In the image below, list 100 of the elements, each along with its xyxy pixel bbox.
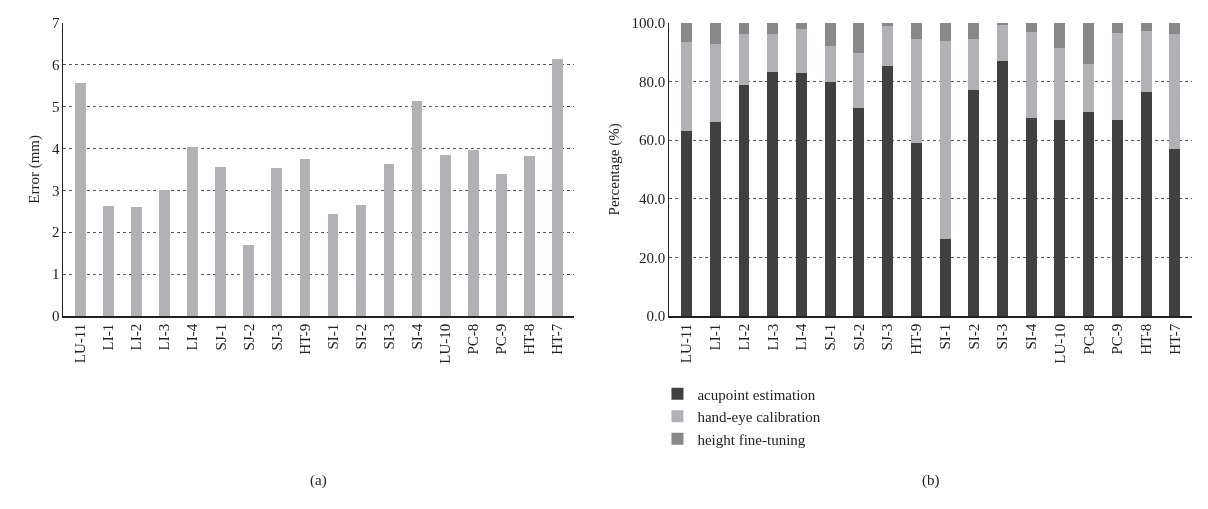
x-tick-label: SI-2 xyxy=(965,323,982,350)
bar xyxy=(681,41,693,131)
y-tick-label: 2 xyxy=(51,224,60,241)
bar xyxy=(853,22,865,53)
bar xyxy=(910,22,922,39)
bar xyxy=(796,22,807,29)
y-tick-label: 4 xyxy=(51,140,60,157)
bar xyxy=(767,71,779,316)
bar xyxy=(1111,22,1123,34)
x-tick-label: LI-3 xyxy=(156,323,173,351)
x-tick-label: SJ-1 xyxy=(212,323,229,351)
x-tick-label: SI-1 xyxy=(324,323,341,350)
x-tick-label: PC-9 xyxy=(1109,323,1126,355)
x-tick-label: PC-9 xyxy=(493,323,510,355)
x-tick-label: SJ-2 xyxy=(850,323,867,351)
bar xyxy=(968,39,980,90)
y-tick-label: 40.0 xyxy=(639,190,666,207)
y-tick-label: 0.0 xyxy=(646,308,666,325)
x-tick-label: SI-1 xyxy=(936,323,953,350)
x-tick-label: HT-9 xyxy=(296,323,313,355)
x-tick-label: SI-3 xyxy=(380,323,397,350)
y-tick-label: 80.0 xyxy=(639,73,666,90)
bar xyxy=(1054,120,1066,316)
x-tick-label: HT-8 xyxy=(521,323,538,355)
bar xyxy=(327,213,339,316)
bar xyxy=(1169,34,1181,149)
bar xyxy=(1140,31,1152,92)
bar xyxy=(910,38,922,144)
bar xyxy=(131,207,142,316)
x-tick-label: LI-3 xyxy=(764,323,781,351)
x-tick-label: LI-4 xyxy=(793,323,810,351)
bar xyxy=(767,22,779,35)
bar xyxy=(1083,64,1095,113)
bar xyxy=(74,82,86,316)
bar xyxy=(968,22,980,40)
x-tick-label: PC-8 xyxy=(465,323,482,355)
bar xyxy=(968,89,980,316)
y-tick-label: 5 xyxy=(51,98,60,115)
bar xyxy=(709,22,721,44)
bar xyxy=(1111,120,1123,316)
bar xyxy=(853,107,865,316)
bar xyxy=(709,122,721,316)
bar xyxy=(411,101,423,316)
bar xyxy=(1169,148,1181,316)
bar xyxy=(159,190,170,316)
bar xyxy=(1083,22,1095,65)
bar xyxy=(1169,22,1181,35)
y-tick-label: 1 xyxy=(51,266,60,283)
text: (b) xyxy=(922,472,940,489)
bar xyxy=(824,22,836,46)
x-tick-label: HT-7 xyxy=(1166,323,1183,355)
bar xyxy=(439,154,451,316)
bar xyxy=(1025,32,1037,118)
bar xyxy=(1140,22,1152,32)
bar xyxy=(1111,33,1123,121)
x-tick-label: SJ-1 xyxy=(822,323,839,351)
y-tick-label: 7 xyxy=(51,14,60,31)
bar xyxy=(215,167,226,316)
bar xyxy=(187,146,198,316)
y-tick-label: 6 xyxy=(51,56,60,73)
bar xyxy=(796,28,807,73)
y-tick-label: 0 xyxy=(51,308,60,325)
bar xyxy=(1054,22,1066,49)
bar xyxy=(910,143,922,316)
text: (a) xyxy=(310,472,327,489)
x-tick-label: LU-11 xyxy=(72,323,89,364)
x-tick-label: LU-11 xyxy=(678,323,695,364)
y-tick-label: 20.0 xyxy=(639,249,666,266)
x-tick-label: HT-8 xyxy=(1137,323,1154,355)
legend-label: hand-eye calibration xyxy=(697,409,821,426)
bar xyxy=(355,204,367,316)
bar xyxy=(824,82,836,316)
x-tick-label: SI-3 xyxy=(994,323,1011,350)
x-tick-label: PC-8 xyxy=(1080,323,1097,355)
bar xyxy=(939,238,951,316)
bar xyxy=(1083,112,1095,316)
bar xyxy=(495,173,507,316)
bar xyxy=(681,22,693,42)
y-tick-label: 60.0 xyxy=(639,132,666,149)
bar xyxy=(383,163,395,316)
y-axis-title: Percentage (%) xyxy=(605,123,623,216)
x-tick-label: LI-2 xyxy=(128,323,145,351)
y-tick-label: 3 xyxy=(51,182,60,199)
bar xyxy=(882,66,894,316)
bar xyxy=(796,72,807,316)
y-tick-label: 100.0 xyxy=(631,14,666,31)
x-tick-label: SI-2 xyxy=(352,323,369,350)
bar xyxy=(681,130,693,316)
x-tick-label: SJ-2 xyxy=(240,323,257,351)
x-tick-label: LI-1 xyxy=(707,323,724,351)
bar xyxy=(467,150,479,316)
bar xyxy=(709,43,721,123)
bar xyxy=(939,40,951,239)
x-tick-label: LI-2 xyxy=(735,323,752,351)
x-tick-label: LI-4 xyxy=(184,323,201,351)
x-tick-label: HT-9 xyxy=(908,323,925,355)
bar xyxy=(1025,117,1037,316)
bar xyxy=(997,61,1008,316)
bar xyxy=(103,205,114,316)
y-axis-title: Error (mm) xyxy=(26,134,44,204)
